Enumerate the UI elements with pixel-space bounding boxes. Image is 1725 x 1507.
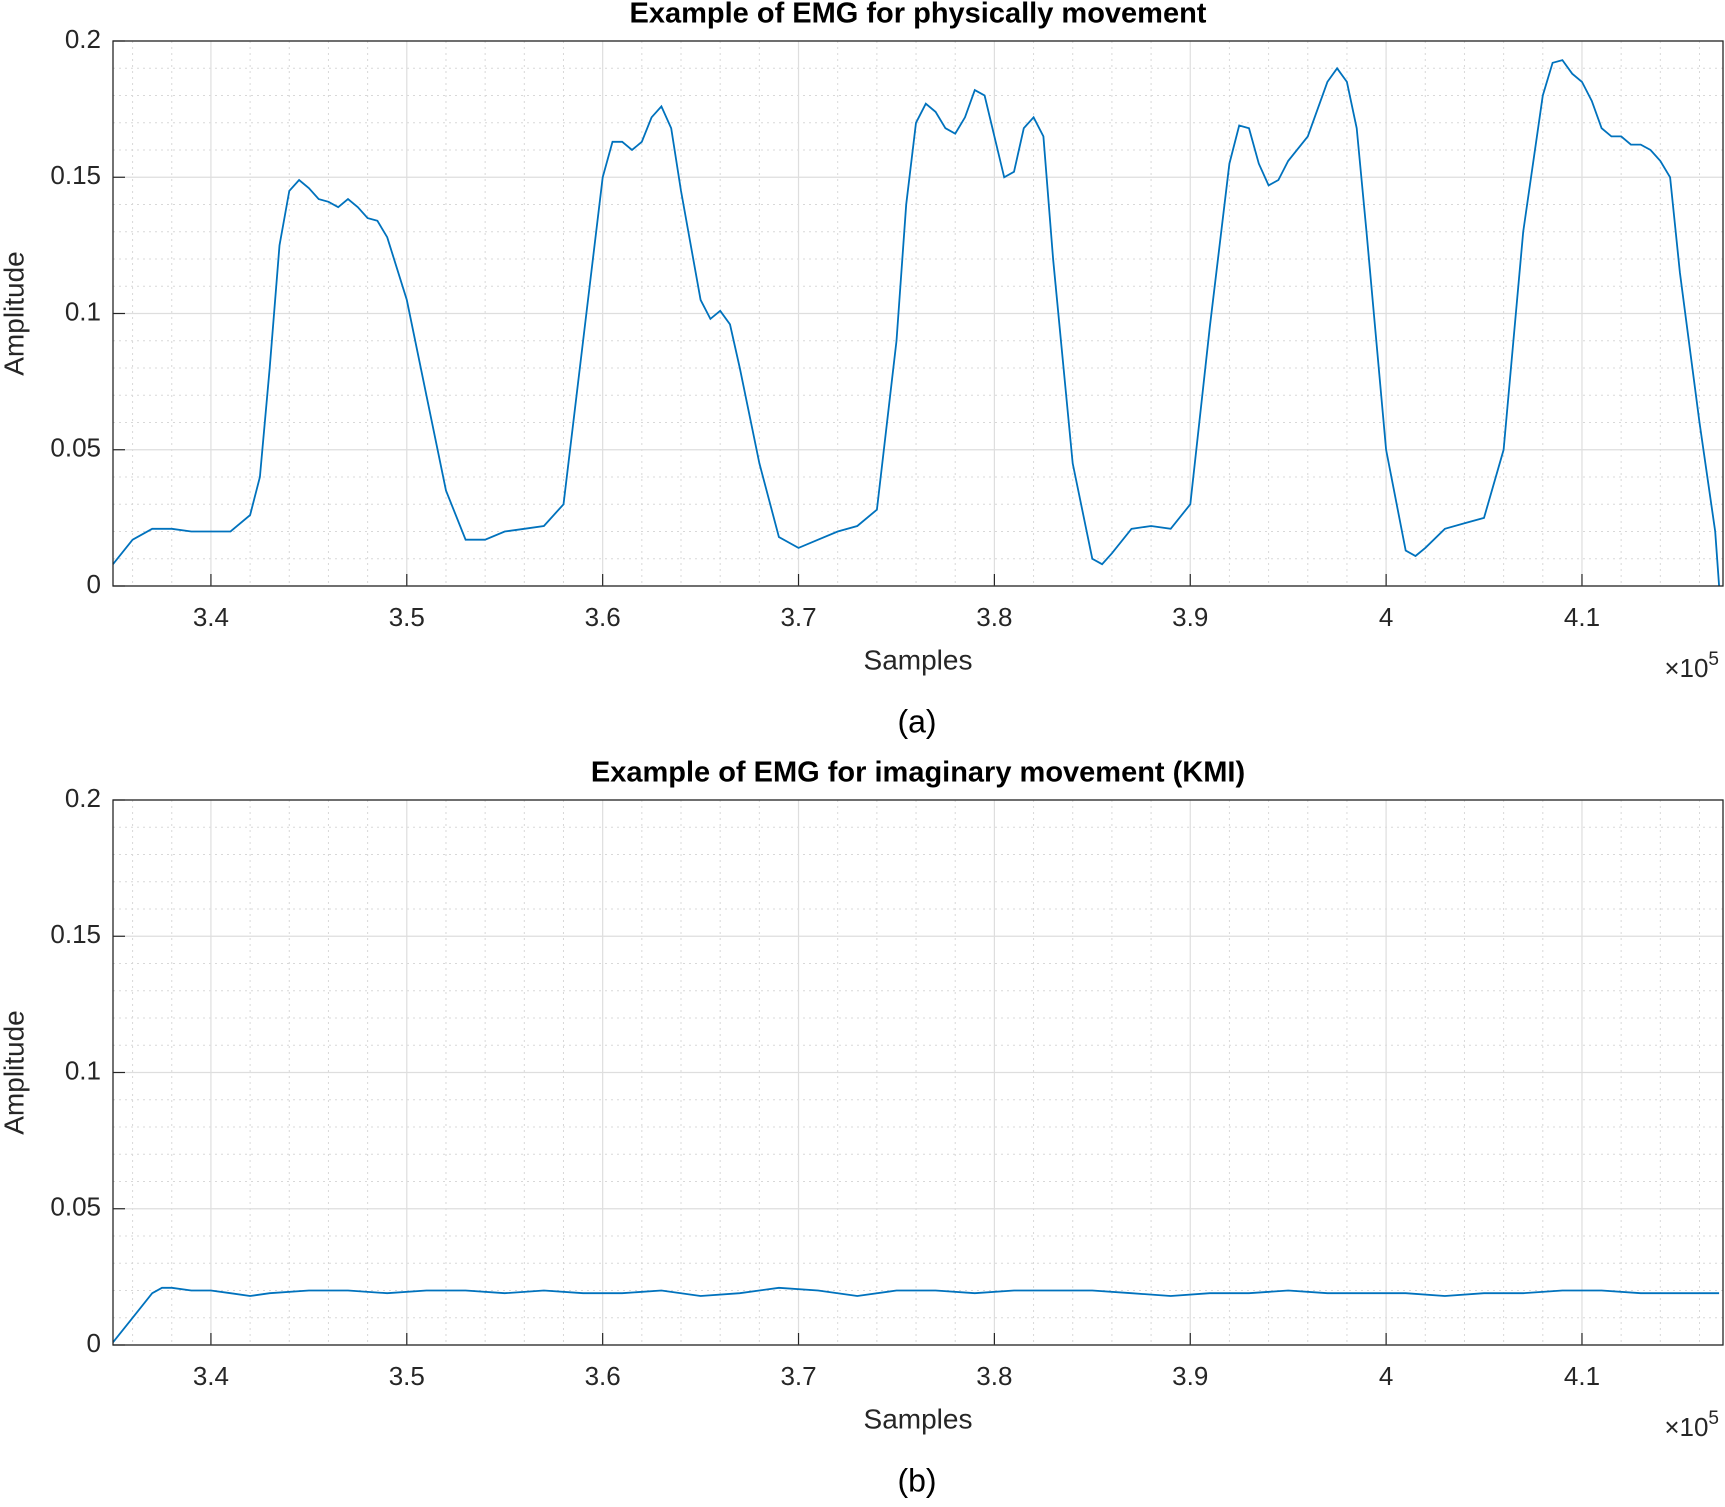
y-tick-label: 0.1 [65,1055,101,1085]
x-exponent-power: 5 [1708,1408,1719,1429]
data-line [112,1286,1720,1343]
x-axis-label: Samples [864,1403,973,1434]
x-axis-label: Samples [864,644,973,675]
y-tick-label: 0 [87,569,101,599]
y-tick-label: 0.05 [50,433,101,463]
x-tick-label: 3.6 [585,602,621,632]
x-exponent: ×105 [1664,1408,1719,1442]
y-tick-label: 0.2 [65,783,101,813]
x-tick-label: 3.6 [585,1361,621,1391]
x-tick-label: 3.5 [389,602,425,632]
x-tick-label: 3.7 [780,602,816,632]
data-line [112,59,1720,587]
y-tick-label: 0.15 [50,160,101,190]
x-tick-label: 3.4 [193,1361,229,1391]
x-multiplier: ×10 [1664,653,1708,683]
y-tick-label: 0 [87,1328,101,1358]
y-axis-label: Amplitude [0,1010,29,1135]
chart-title: Example of EMG for physically movement [630,0,1207,30]
x-multiplier: ×10 [1664,1412,1708,1442]
x-tick-label: 3.7 [780,1361,816,1391]
caption: (b) [897,1462,936,1498]
x-exponent: ×105 [1664,649,1719,683]
y-axis-label: Amplitude [0,251,29,376]
x-tick-label: 3.8 [976,602,1012,632]
y-tick-label: 0.05 [50,1192,101,1222]
axes-box [112,40,1724,587]
caption: (a) [897,703,936,739]
x-tick-label: 3.5 [389,1361,425,1391]
x-tick-label: 3.9 [1172,602,1208,632]
x-tick-label: 4.1 [1564,1361,1600,1391]
x-tick-label: 3.8 [976,1361,1012,1391]
x-tick-label: 3.9 [1172,1361,1208,1391]
x-tick-label: 4.1 [1564,602,1600,632]
x-tick-label: 4 [1379,602,1393,632]
y-tick-label: 0.2 [65,24,101,54]
chart-title: Example of EMG for imaginary movement (K… [591,757,1245,789]
y-tick-label: 0.1 [65,296,101,326]
x-exponent-power: 5 [1708,649,1719,670]
x-tick-label: 4 [1379,1361,1393,1391]
x-tick-label: 3.4 [193,602,229,632]
y-tick-label: 0.15 [50,919,101,949]
axes-box [112,799,1724,1346]
